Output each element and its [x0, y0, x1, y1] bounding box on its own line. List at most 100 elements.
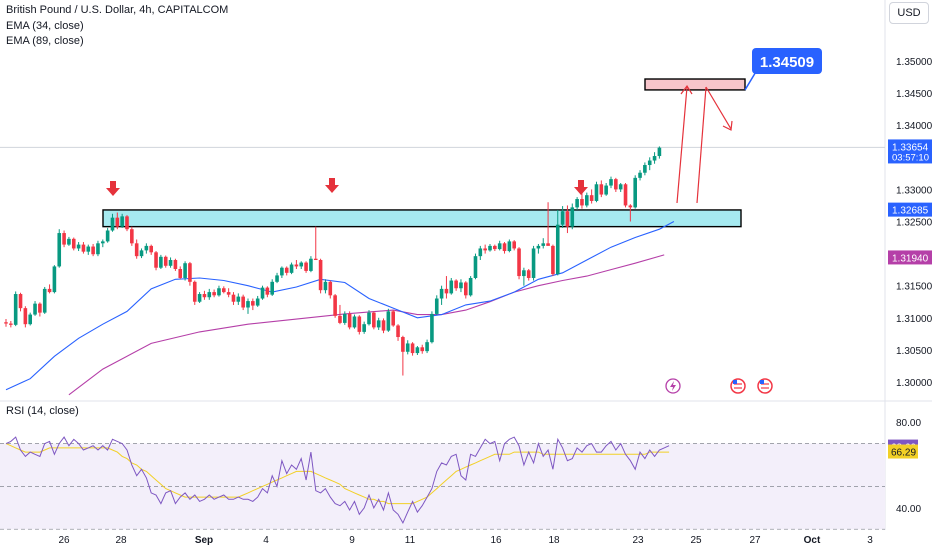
candle	[289, 264, 294, 273]
candle	[633, 177, 637, 208]
candle	[497, 243, 502, 250]
candle	[9, 323, 13, 325]
candle	[415, 347, 420, 354]
candle	[13, 294, 18, 325]
candle	[430, 313, 434, 343]
candle	[28, 314, 32, 325]
candle	[96, 243, 100, 255]
candle	[159, 256, 163, 268]
candle	[478, 248, 483, 257]
candle	[38, 303, 42, 313]
candle	[570, 207, 575, 227]
candle	[91, 246, 95, 255]
price-badge-label: 1.31940	[892, 253, 929, 264]
candle	[62, 233, 66, 245]
candle	[275, 275, 279, 282]
candle	[338, 315, 342, 323]
x-tick-label: Oct	[804, 535, 821, 546]
candle	[149, 245, 153, 253]
candle	[328, 281, 333, 296]
candle	[105, 230, 110, 242]
candle	[120, 216, 124, 227]
arrow-head	[106, 188, 120, 196]
projection-down-arrowhead	[722, 120, 733, 131]
moving-averages	[5, 221, 675, 396]
projection-up-line-2	[696, 86, 707, 204]
candle	[488, 245, 492, 251]
rsi-legend[interactable]: RSI (14, close)	[6, 405, 79, 417]
annotations: 1.34509	[106, 48, 822, 394]
candle	[372, 312, 376, 328]
y-tick-label: 1.31500	[896, 282, 932, 293]
candle	[81, 244, 86, 252]
candle	[618, 184, 623, 190]
price-badge	[888, 250, 932, 265]
candle	[464, 282, 468, 296]
candle	[236, 296, 241, 302]
lightning-glyph	[670, 381, 676, 391]
candle	[76, 244, 81, 249]
candle	[623, 184, 628, 206]
zones	[102, 78, 746, 228]
candle	[222, 288, 226, 293]
rsi-tick-label: 40.00	[896, 504, 921, 515]
x-tick-label: 4	[263, 535, 269, 546]
y-tick-label: 1.30500	[896, 346, 932, 357]
candle	[226, 292, 231, 295]
x-tick-label: 23	[632, 535, 644, 546]
grid	[0, 0, 932, 530]
symbol-title[interactable]: British Pound / U.S. Dollar, 4h, CAPITAL…	[6, 4, 229, 16]
target-callout	[752, 48, 822, 74]
candle	[410, 343, 415, 354]
candle	[202, 294, 207, 298]
candle	[367, 312, 371, 325]
projection-down-line	[705, 86, 732, 130]
currency-button[interactable]: USD	[889, 2, 929, 24]
candle	[241, 296, 245, 308]
candle	[86, 246, 91, 252]
candle	[101, 241, 105, 244]
x-tick-label: 28	[115, 535, 127, 546]
x-tick-label: 26	[58, 535, 70, 546]
candle	[357, 316, 362, 332]
candle	[33, 303, 37, 315]
candle	[246, 301, 250, 308]
rsi-line	[5, 436, 670, 525]
candle	[652, 156, 657, 161]
candle	[115, 217, 120, 227]
candle	[294, 264, 299, 267]
flag-canton	[733, 380, 737, 384]
candle	[517, 248, 521, 277]
y-tick-label: 1.34500	[896, 89, 932, 100]
candle	[391, 311, 395, 326]
y-tick-label: 1.33000	[896, 185, 932, 196]
candle	[67, 238, 71, 245]
y-tick-label: 1.30000	[896, 378, 932, 389]
candle	[71, 238, 76, 249]
x-tick-label: Sep	[195, 535, 213, 546]
candle	[47, 288, 52, 293]
candle	[323, 281, 328, 291]
candle	[444, 288, 449, 294]
ema34-legend[interactable]: EMA (34, close)	[6, 20, 84, 32]
candle	[522, 270, 526, 277]
candle	[454, 280, 458, 289]
rsi-ma-line	[5, 443, 670, 505]
candle	[134, 243, 139, 257]
candle	[468, 277, 473, 296]
target-callout-label: 1.34509	[760, 54, 814, 71]
ema89-legend[interactable]: EMA (89, close)	[6, 35, 84, 47]
arrow-head	[574, 187, 588, 195]
candle	[483, 248, 487, 251]
candle	[565, 211, 570, 227]
y-tick-label: 1.34000	[896, 121, 932, 132]
candle	[352, 316, 357, 328]
candle	[589, 195, 594, 201]
candle	[396, 325, 400, 338]
candle	[52, 266, 57, 293]
candle	[526, 270, 531, 278]
candle	[4, 322, 8, 324]
candle	[255, 298, 260, 306]
